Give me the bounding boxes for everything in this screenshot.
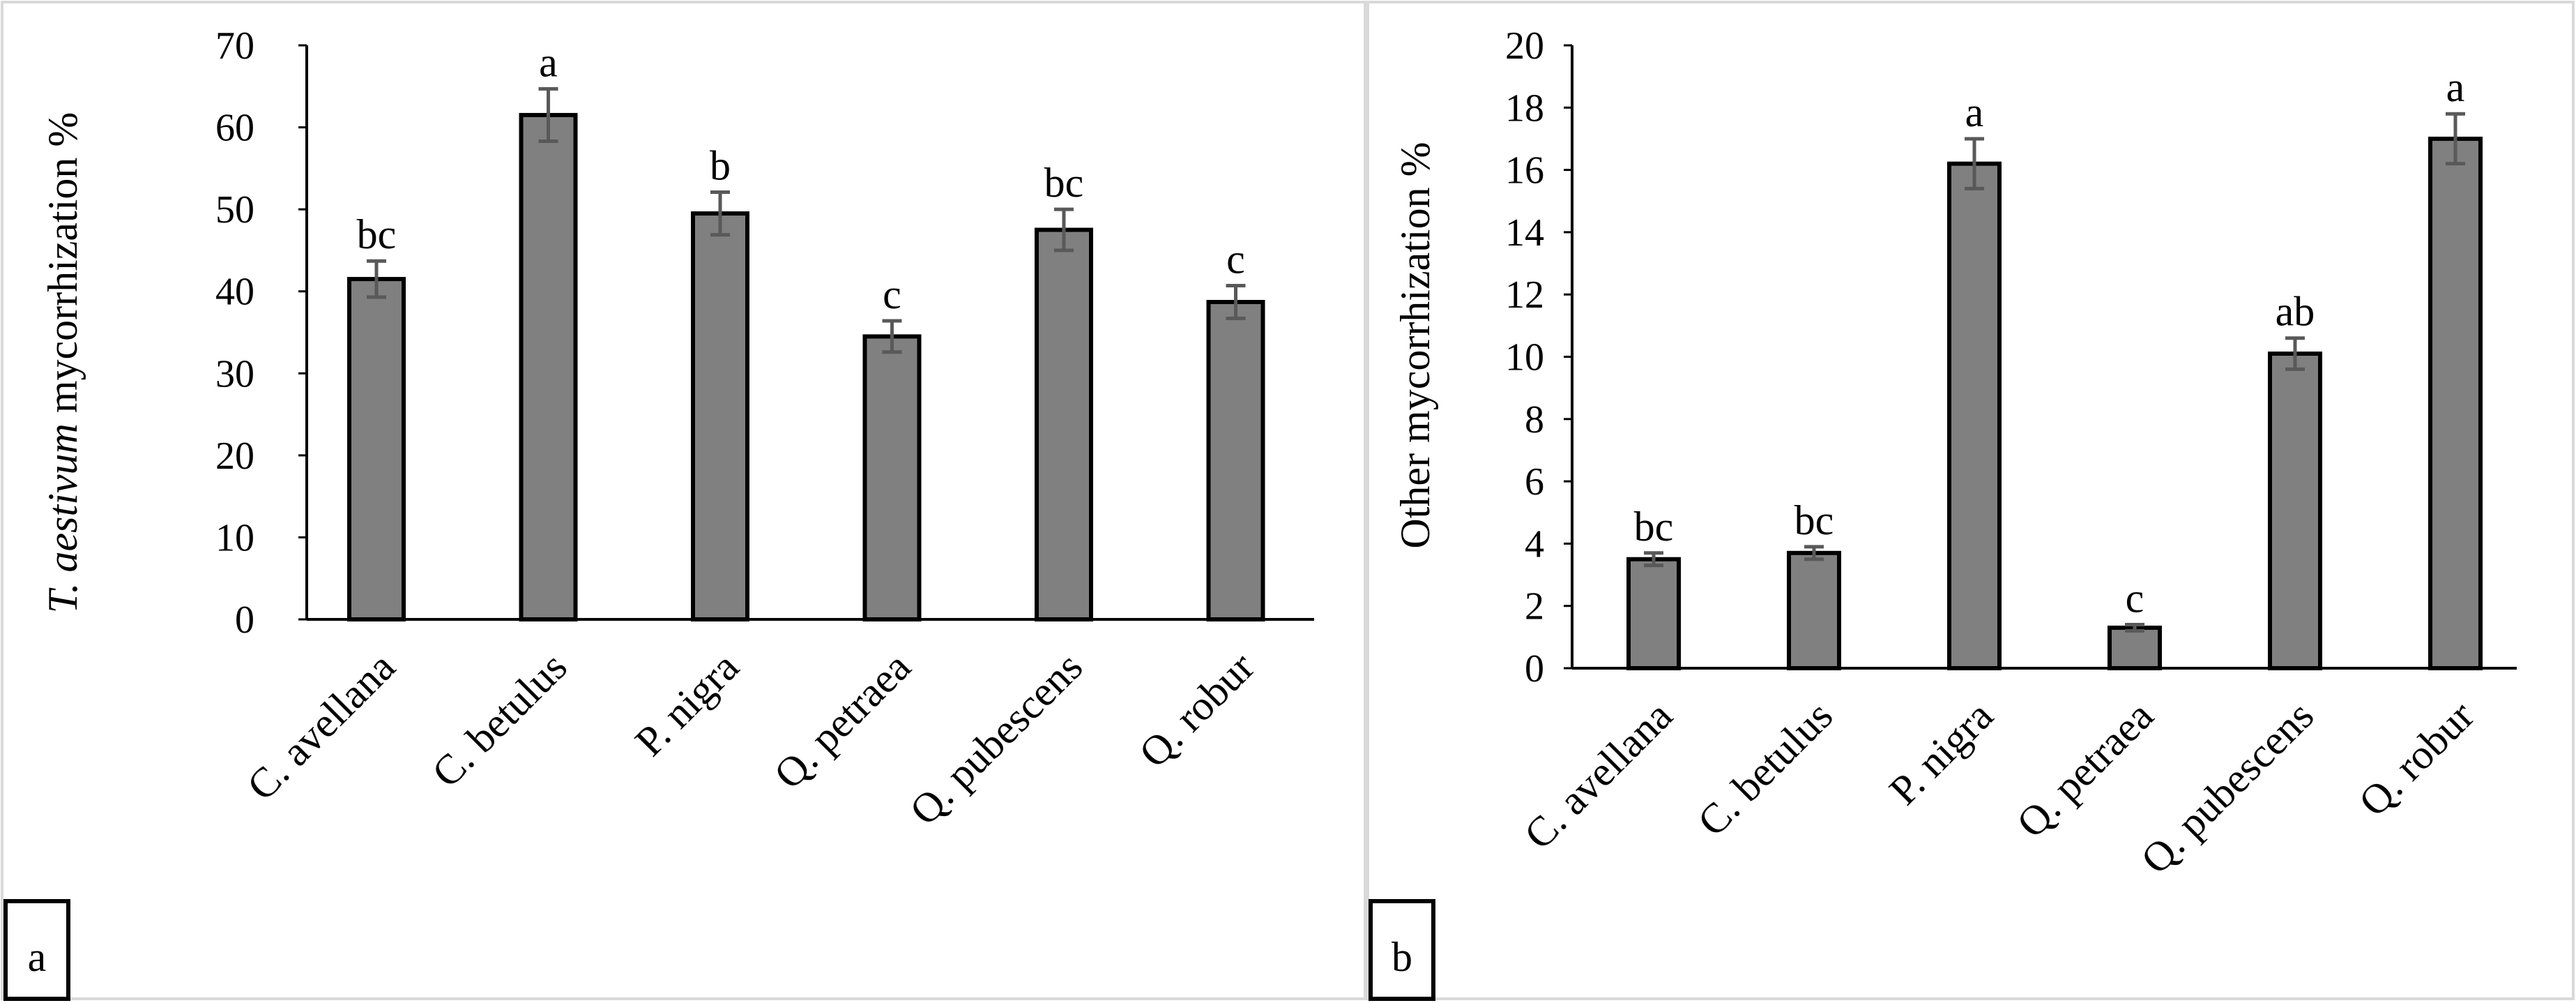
bar	[1626, 557, 1681, 670]
significance-label: ab	[2276, 289, 2315, 335]
panel-a-label-box	[3, 899, 70, 1001]
significance-label: bc	[1794, 497, 1834, 543]
bar	[519, 112, 578, 621]
significance-label: a	[539, 39, 558, 85]
bar	[347, 277, 406, 621]
significance-label: bc	[1634, 504, 1674, 550]
error-bar	[710, 190, 730, 237]
bar	[1787, 550, 1841, 670]
panel-b-label: b	[1392, 934, 1412, 980]
bar	[2268, 352, 2322, 670]
y-tick-label: 70	[215, 24, 254, 68]
bar	[1947, 161, 2002, 671]
significance-label: bc	[357, 211, 397, 257]
error-bar	[2446, 112, 2465, 166]
error-bar	[1054, 207, 1074, 252]
bar	[2108, 625, 2162, 671]
y-tick-label: 30	[215, 352, 254, 395]
y-axis-title-text: Other mycorrhization %	[1392, 142, 1438, 548]
y-tick-label: 20	[215, 435, 254, 478]
error-bar	[538, 86, 558, 144]
panel-a-label: a	[28, 934, 47, 980]
y-axis-title: Other mycorrhization %	[1392, 142, 1438, 548]
significance-label: c	[1226, 236, 1245, 282]
y-tick-label: 10	[215, 516, 254, 559]
significance-label: c	[2126, 575, 2144, 621]
y-axis-title-species: T. aestivum	[40, 423, 86, 613]
bar	[691, 211, 749, 621]
error-bar	[2285, 336, 2305, 371]
bar	[1035, 227, 1093, 621]
error-bar	[1965, 137, 1984, 190]
significance-label: a	[1965, 89, 1984, 135]
error-bar	[882, 319, 902, 354]
y-tick-label: 6	[1525, 460, 1544, 504]
y-tick-label: 20	[1505, 24, 1544, 68]
error-bar	[2125, 622, 2144, 633]
significance-label: b	[710, 142, 731, 188]
y-tick-label: 8	[1525, 398, 1544, 442]
significance-label: bc	[1044, 160, 1084, 206]
y-tick-label: 4	[1525, 522, 1544, 566]
error-bar	[367, 259, 386, 299]
y-tick-label: 0	[235, 598, 254, 642]
y-tick-label: 40	[215, 271, 254, 314]
bar	[1206, 299, 1265, 621]
error-bar	[1644, 551, 1663, 568]
significance-label: a	[2446, 64, 2465, 110]
error-bar	[1804, 545, 1824, 561]
y-axis-title: T. aestivum mycorrhization %	[40, 112, 86, 614]
y-tick-label: 18	[1505, 86, 1544, 130]
error-bar	[1226, 283, 1246, 321]
y-tick-label: 12	[1505, 273, 1544, 317]
y-tick-label: 14	[1505, 211, 1544, 255]
y-tick-label: 0	[1525, 647, 1544, 691]
y-tick-label: 16	[1505, 149, 1544, 193]
significance-label: c	[883, 271, 901, 317]
y-axis-title-text: mycorrhization %	[40, 112, 86, 424]
y-tick-label: 50	[215, 188, 254, 232]
y-tick-label: 10	[1505, 336, 1544, 379]
bar	[2428, 136, 2483, 670]
bar	[862, 334, 922, 621]
y-tick-label: 60	[215, 107, 254, 150]
y-tick-label: 2	[1525, 585, 1544, 628]
panel-b-label-box	[1369, 899, 1435, 1001]
panel-a-frame	[1, 1, 1366, 1000]
